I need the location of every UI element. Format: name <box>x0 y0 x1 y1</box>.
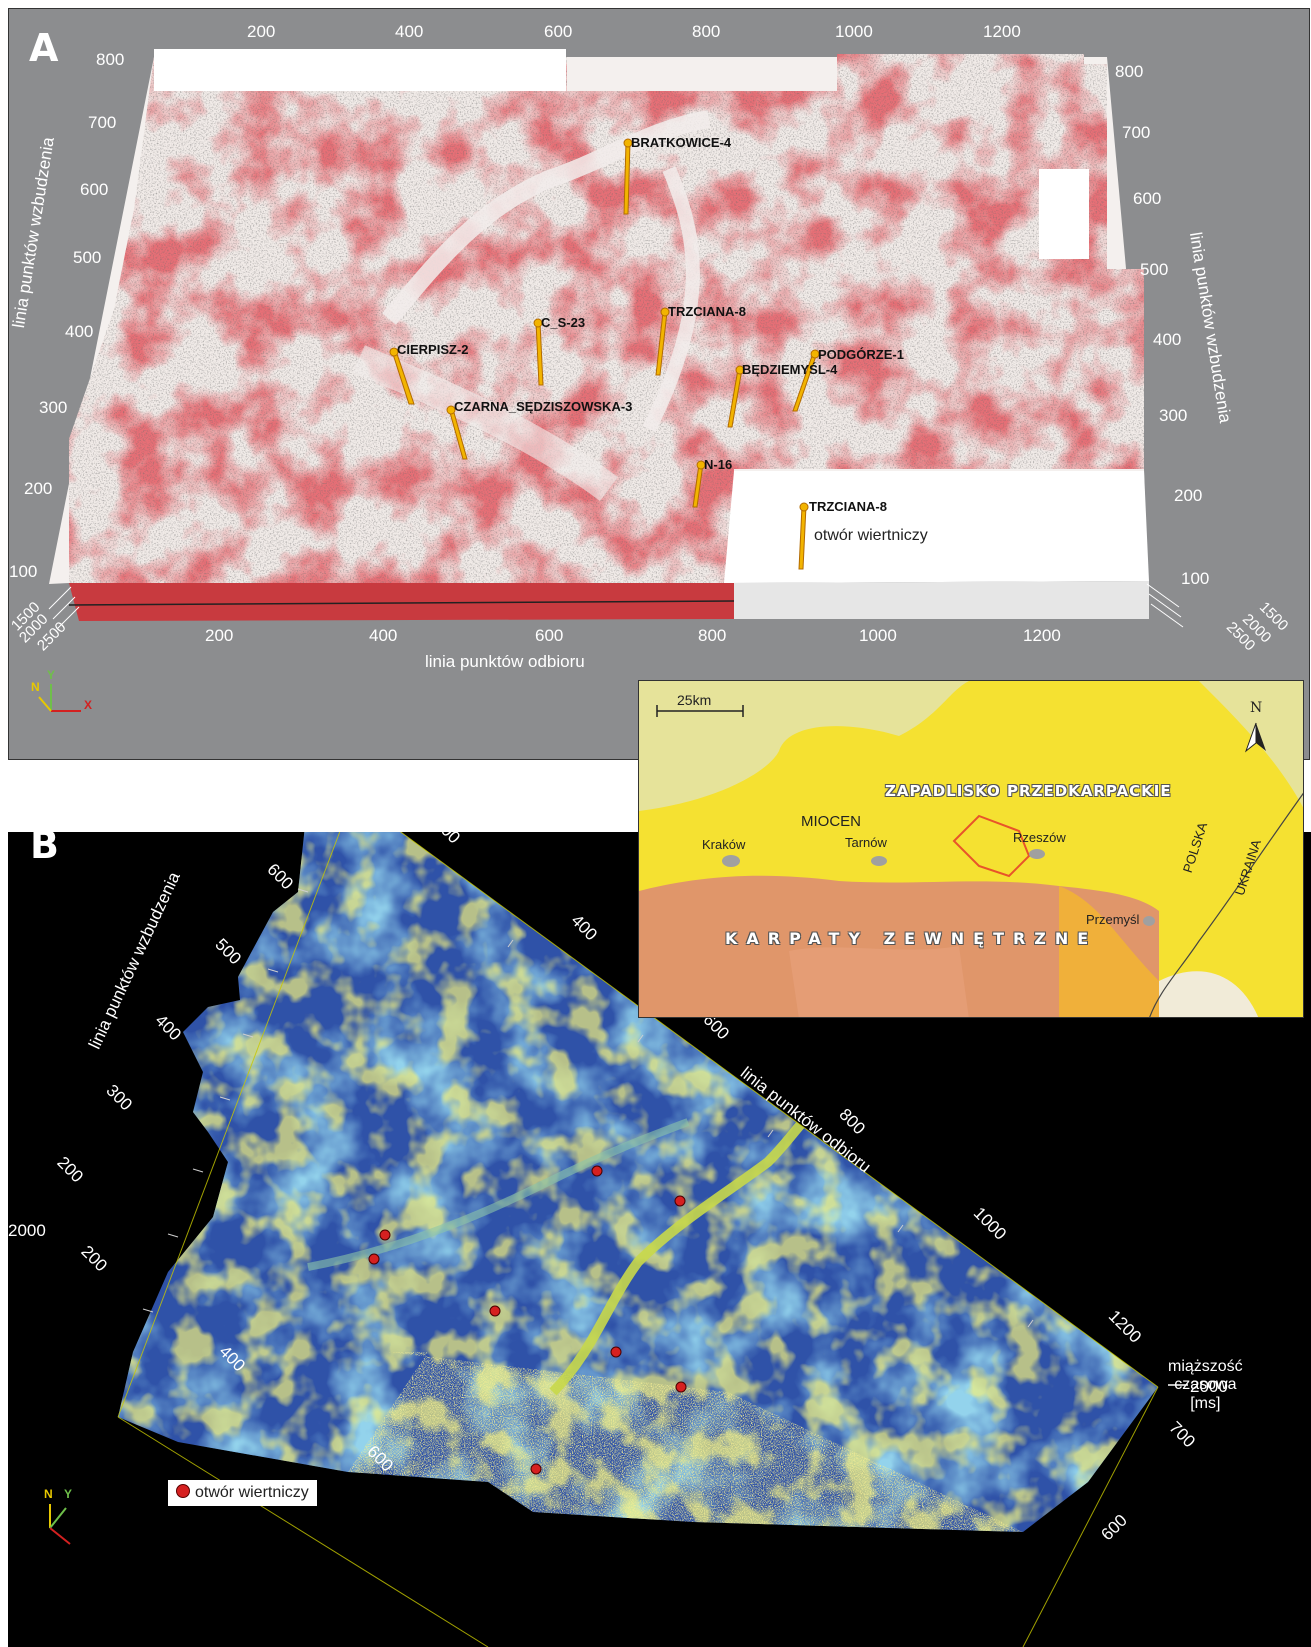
bottom-tick: 1000 <box>859 626 897 645</box>
top-tick: 1200 <box>983 22 1021 41</box>
left-time-tick: 2000 <box>8 1221 46 1240</box>
well-label-n-16: N-16 <box>704 457 733 472</box>
inset-north-label: N <box>1250 700 1263 716</box>
panel-a-canvas <box>38 49 1184 712</box>
inset-location-map: 25km N ZAPADLISKO PRZEDKARPACKIE MIOCEN … <box>638 680 1304 1018</box>
well-label-czarna-sedziszowska-3: CZARNA_SĘDZISZOWSKA-3 <box>454 399 633 414</box>
inset-map-canvas <box>639 681 1303 1017</box>
top-tick: 600 <box>544 22 573 41</box>
right-tick: 600 <box>1133 189 1162 208</box>
panel-a-orientation-axes <box>38 684 81 712</box>
inset-city-krakow: Kraków <box>702 837 746 852</box>
panel-b-legend-text: otwór wiertniczy <box>195 1484 309 1501</box>
well-label-cierpisz-2: CIERPISZ-2 <box>397 342 469 357</box>
unit-line-3: [ms] <box>1190 1394 1221 1412</box>
inset-city-rzeszow: Rzeszów <box>1013 830 1066 845</box>
right-tick: 100 <box>1181 569 1210 588</box>
left-tick: 500 <box>73 248 102 267</box>
bottom-tick: 400 <box>369 626 398 645</box>
north-arrow-icon <box>1244 722 1266 753</box>
left-tick: 400 <box>65 322 94 341</box>
orientation-y-label: Y <box>64 1487 73 1501</box>
well-dot <box>675 1381 687 1393</box>
orientation-n-label: N <box>44 1487 53 1501</box>
panel-b-unit-label: miąższość czasowa [ms] <box>1168 1358 1243 1413</box>
panel-b-legend: otwór wiertniczy <box>168 1480 317 1506</box>
right-tick: 500 <box>1140 260 1169 279</box>
well-dot <box>591 1165 603 1177</box>
left-tick: 700 <box>88 113 117 132</box>
orientation-y-label: Y <box>47 668 56 682</box>
carpathians-area <box>639 875 1159 1017</box>
orientation-x-label: X <box>84 698 93 712</box>
legend-text: otwór wiertniczy <box>814 527 928 544</box>
well-label-bedziemysl-4: BĘDZIEMYŚL-4 <box>742 362 838 377</box>
bottom-tick: 1200 <box>1023 626 1061 645</box>
well-dot <box>610 1346 622 1358</box>
right-tick: 200 <box>1174 486 1203 505</box>
inset-city-tarnow: Tarnów <box>845 835 887 850</box>
bottom-tick: 800 <box>698 626 727 645</box>
left-tick: 200 <box>24 479 53 498</box>
left-tick: 600 <box>80 180 109 199</box>
panel-a-bottom-axis-title: linia punktów odbioru <box>425 652 585 671</box>
well-dot <box>530 1463 542 1475</box>
inset-city-przemysl: Przemyśl <box>1086 912 1140 927</box>
top-tick: 400 <box>395 22 424 41</box>
panel-a-well-markers <box>389 138 820 570</box>
study-area-outline <box>952 814 1031 878</box>
right-tick: 300 <box>1159 406 1188 425</box>
well-label-trzciana-8: TRZCIANA-8 <box>668 304 746 319</box>
legend-well-name: TRZCIANA-8 <box>809 499 887 514</box>
top-tick: 800 <box>692 22 721 41</box>
right-tick: 400 <box>1153 330 1182 349</box>
inset-carpathians-label: KARPATY ZEWNĘTRZNE <box>725 929 1098 948</box>
right-tick: 700 <box>1122 123 1151 142</box>
well-dot <box>674 1195 686 1207</box>
right-tick: 800 <box>1115 62 1144 81</box>
left-tick: 100 <box>9 562 38 581</box>
inset-miocene-label: MIOCEN <box>801 813 861 830</box>
well-dot <box>368 1253 380 1265</box>
well-dot-icon <box>176 1484 190 1498</box>
left-tick: 800 <box>96 50 125 69</box>
well-dot <box>379 1229 391 1241</box>
unit-line-1: miąższość <box>1168 1358 1243 1375</box>
bottom-tick: 600 <box>535 626 564 645</box>
inset-scale-label: 25km <box>677 692 712 708</box>
inset-region-title: ZAPADLISKO PRZEDKARPACKIE <box>885 782 1172 800</box>
panel-b-well-dots <box>368 1165 687 1475</box>
well-label-podgorze-1: PODGÓRZE-1 <box>818 347 904 362</box>
well-label-bratkowice-4: BRATKOWICE-4 <box>631 135 732 150</box>
left-tick: 300 <box>39 398 68 417</box>
orientation-n-label: N <box>31 680 40 694</box>
well-dot <box>489 1305 501 1317</box>
well-label-c-s-23: C_S-23 <box>541 315 586 330</box>
bottom-tick: 200 <box>205 626 234 645</box>
panel-a-block-front <box>69 583 734 621</box>
unit-line-2: czasowa <box>1174 1376 1237 1394</box>
panel-a-seismic-attribute-map: A 200 400 600 800 1000 1200 200 400 600 … <box>8 8 1310 760</box>
top-tick: 1000 <box>835 22 873 41</box>
top-tick: 200 <box>247 22 276 41</box>
right-time-tick: 2000 <box>1190 1377 1228 1396</box>
panel-b-orientation-axes <box>49 1504 71 1545</box>
panel-a-letter: A <box>29 26 59 70</box>
panel-b-letter: B <box>30 823 59 867</box>
